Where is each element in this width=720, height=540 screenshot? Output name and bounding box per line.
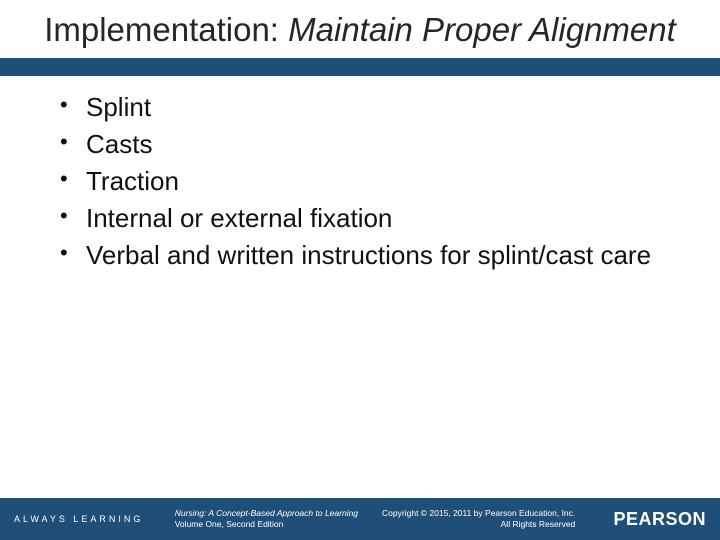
- content-region: Splint Casts Traction Internal or extern…: [0, 76, 720, 540]
- title-underline-bar: [0, 58, 720, 76]
- title-plain: Implementation:: [44, 11, 288, 48]
- pearson-logo: PEARSON: [610, 509, 720, 530]
- title-italic: Maintain Proper Alignment: [288, 11, 676, 48]
- footer-bar: ALWAYS LEARNING Nursing: A Concept-Based…: [0, 498, 720, 540]
- list-item: Internal or external fixation: [60, 201, 680, 236]
- footer-copyright-line2: All Rights Reserved: [382, 519, 575, 530]
- footer-tagline: ALWAYS LEARNING: [0, 514, 140, 524]
- bullet-list: Splint Casts Traction Internal or extern…: [60, 90, 680, 273]
- footer-book-title: Nursing: A Concept-Based Approach to Lea…: [175, 508, 358, 519]
- footer-center: Nursing: A Concept-Based Approach to Lea…: [140, 508, 610, 530]
- footer-copyright: Copyright © 2015, 2011 by Pearson Educat…: [382, 508, 575, 530]
- title-region: Implementation: Maintain Proper Alignmen…: [0, 0, 720, 58]
- footer-book-info: Nursing: A Concept-Based Approach to Lea…: [175, 508, 358, 530]
- list-item: Verbal and written instructions for spli…: [60, 238, 680, 273]
- slide-title: Implementation: Maintain Proper Alignmen…: [24, 10, 696, 50]
- list-item: Splint: [60, 90, 680, 125]
- list-item: Traction: [60, 164, 680, 199]
- slide: Implementation: Maintain Proper Alignmen…: [0, 0, 720, 540]
- footer-copyright-line1: Copyright © 2015, 2011 by Pearson Educat…: [382, 508, 575, 519]
- footer-book-edition: Volume One, Second Edition: [175, 519, 358, 530]
- list-item: Casts: [60, 127, 680, 162]
